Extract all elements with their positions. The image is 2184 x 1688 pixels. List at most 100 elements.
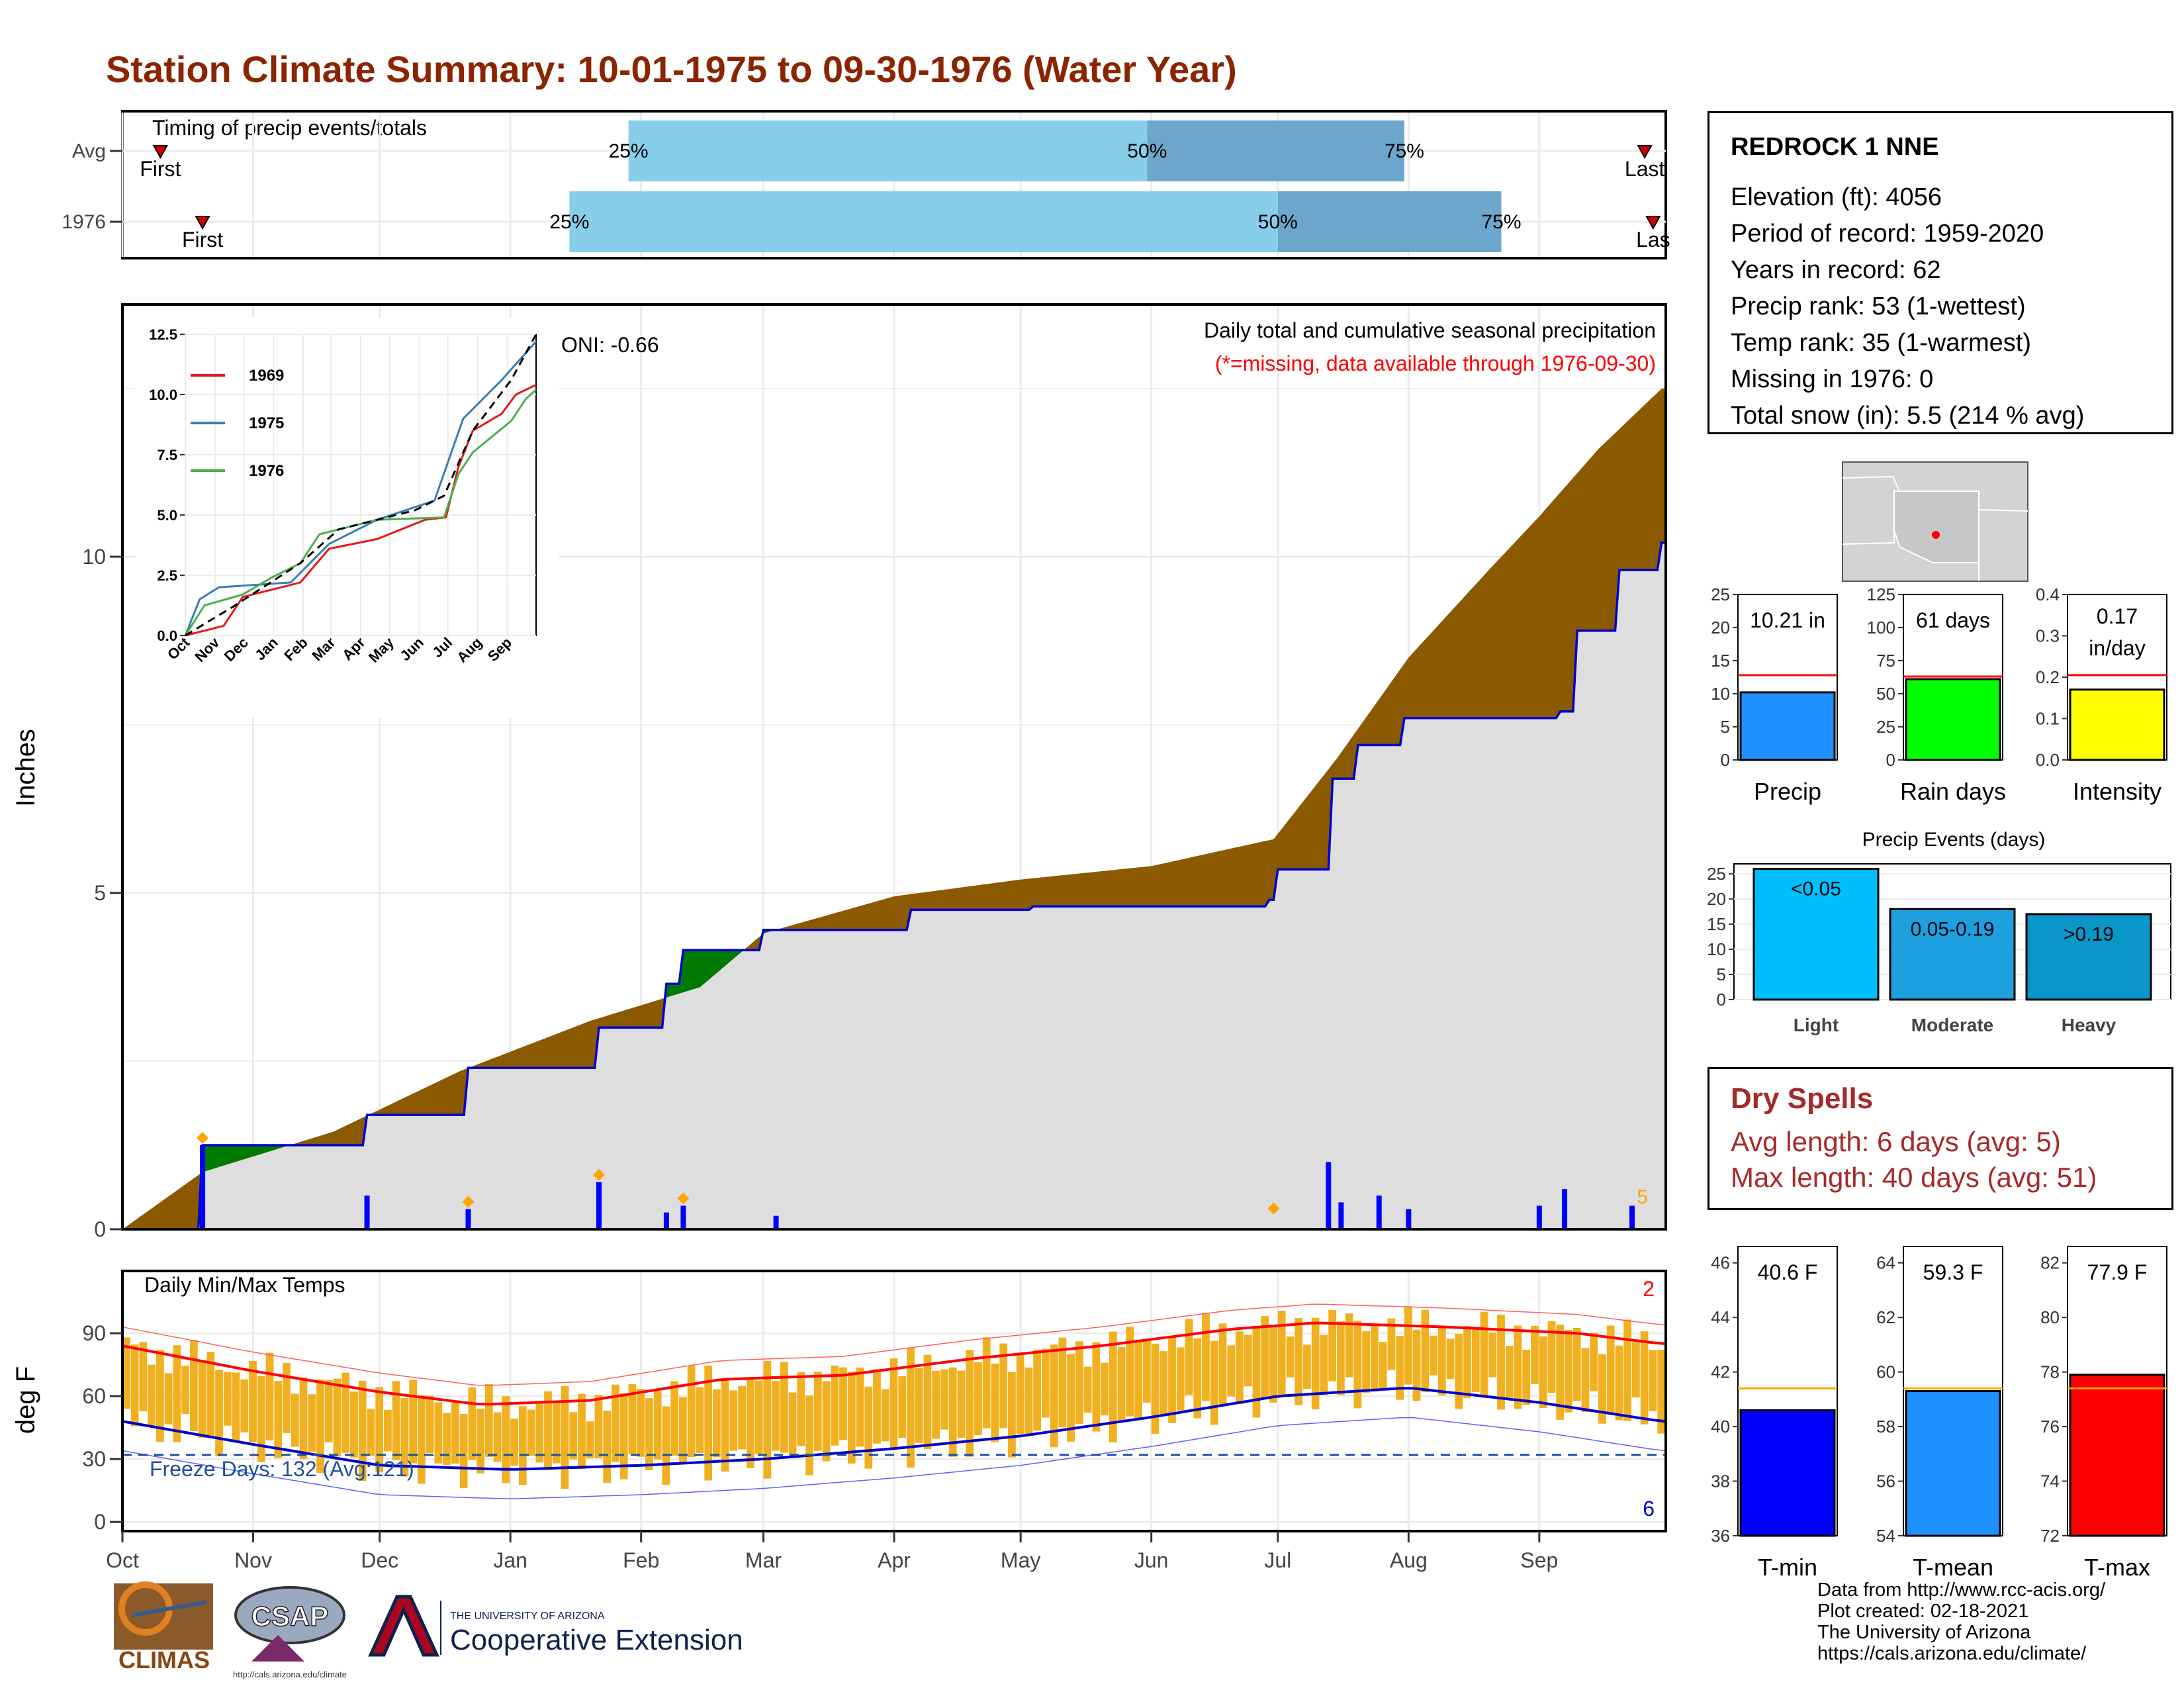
daily-temp-bar xyxy=(864,1386,873,1469)
daily-temp-bar xyxy=(822,1381,831,1462)
timing-pct-label: 50% xyxy=(1258,211,1298,233)
daily-temp-bar xyxy=(1463,1326,1471,1398)
last-label: Last xyxy=(1625,157,1665,181)
observed-cumulative-area xyxy=(122,542,1666,1230)
daily-temp-bar xyxy=(991,1363,999,1442)
daily-temp-bar xyxy=(662,1406,670,1485)
daily-temp-bar xyxy=(704,1365,713,1481)
daily-temp-bar xyxy=(1252,1327,1261,1418)
avg-tmin-line xyxy=(122,1387,1666,1471)
temp-summary-value: 77.9 F xyxy=(2087,1260,2148,1284)
daily-temp-bar xyxy=(1531,1326,1539,1384)
daily-temp-bar xyxy=(518,1406,527,1485)
summary-ytick-label: 50 xyxy=(1876,684,1895,704)
daily-temp-bar xyxy=(1430,1335,1437,1376)
temp-ytick-label: 0 xyxy=(94,1510,106,1534)
precip-header: Daily total and cumulative seasonal prec… xyxy=(1204,318,1656,342)
daily-temp-bar xyxy=(1606,1325,1615,1415)
daily-temp-bar xyxy=(232,1372,240,1442)
summary-ytick-label: 0 xyxy=(1721,750,1730,770)
daily-temp-bar xyxy=(1033,1349,1042,1431)
ua-small-text: THE UNIVERSITY OF ARIZONA xyxy=(450,1611,605,1622)
daily-temp-bar xyxy=(392,1381,400,1460)
events-ytick-label: 5 xyxy=(1717,964,1726,984)
temp-summary-ytick-label: 80 xyxy=(2040,1307,2060,1327)
daily-temp-bar xyxy=(738,1385,746,1450)
daily-temp-bar xyxy=(1328,1310,1337,1382)
daily-temp-bar xyxy=(746,1377,754,1468)
last-marker-icon xyxy=(1637,145,1653,160)
temp-summary-ytick-label: 82 xyxy=(2040,1253,2060,1273)
temp-summary-ytick-label: 38 xyxy=(1711,1472,1730,1491)
freeze-days-label: Freeze Days: 132 (Avg:121) xyxy=(150,1457,414,1481)
daily-temp-bar xyxy=(881,1389,889,1442)
daily-temp-bar xyxy=(206,1352,215,1436)
daily-temp-bar xyxy=(274,1381,283,1458)
station-snow: Total snow (in): 5.5 (214 % avg) xyxy=(1731,402,2085,430)
daily-temp-bar xyxy=(535,1402,544,1463)
daily-temp-bar xyxy=(468,1387,477,1460)
summary-category-label: Intensity xyxy=(2073,778,2161,805)
daily-temp-bar xyxy=(434,1402,443,1464)
first-label: First xyxy=(140,157,181,181)
daily-temp-bar xyxy=(1649,1350,1657,1411)
daily-temp-bar xyxy=(578,1393,586,1470)
daily-temp-bar xyxy=(181,1366,189,1415)
record-low-line xyxy=(122,1417,1666,1499)
event-bar-label: >0.19 xyxy=(2064,923,2114,945)
month-label: Aug xyxy=(1390,1548,1428,1572)
temp-summary-bar xyxy=(1739,1409,1836,1537)
events-ytick-label: 25 xyxy=(1707,864,1726,884)
temp-summary-ytick-label: 64 xyxy=(1876,1253,1895,1273)
daily-temp-bar xyxy=(148,1364,156,1426)
daily-temp-bar xyxy=(940,1369,948,1430)
temp-ylabel: deg F xyxy=(11,1366,40,1434)
daily-temp-bar xyxy=(763,1361,772,1479)
daily-temp-bar xyxy=(426,1395,434,1454)
temp-summary-ytick-label: 74 xyxy=(2040,1472,2060,1491)
daily-temp-bar xyxy=(813,1372,822,1451)
daily-temp-bar xyxy=(1615,1345,1623,1421)
credit-line: The University of Arizona xyxy=(1817,1622,2031,1643)
daily-temp-bar xyxy=(687,1366,696,1458)
daily-temp-bar xyxy=(1404,1306,1412,1385)
summary-ytick-label: 0.3 xyxy=(2036,626,2060,646)
daily-temp-bar xyxy=(729,1390,738,1451)
summary-ytick-label: 5 xyxy=(1721,717,1730,737)
temp-ytick-label: 90 xyxy=(82,1321,106,1345)
month-label: Feb xyxy=(623,1548,659,1572)
daily-temp-bar xyxy=(1227,1345,1236,1397)
daily-temp-bar xyxy=(164,1373,173,1425)
daily-temp-bar xyxy=(299,1377,308,1459)
summary-ytick-label: 0.1 xyxy=(2036,709,2060,729)
events-ytick-label: 20 xyxy=(1707,889,1726,909)
daily-temp-bar xyxy=(1514,1325,1522,1409)
temp-summary-ytick-label: 42 xyxy=(1711,1362,1730,1382)
temp-summary-ytick-label: 46 xyxy=(1711,1253,1730,1273)
daily-temp-bar xyxy=(375,1387,384,1473)
station-precip-rank: Precip rank: 53 (1-wettest) xyxy=(1731,293,2026,320)
daily-temp-bar xyxy=(249,1360,257,1442)
timing-row-label: 1976 xyxy=(62,211,106,233)
daily-temp-bar xyxy=(341,1372,350,1453)
summary-ytick-label: 10 xyxy=(1711,684,1730,704)
temp-ytick-label: 60 xyxy=(82,1384,106,1408)
daily-temp-bar xyxy=(367,1409,375,1456)
timing-pct-label: 50% xyxy=(1127,140,1167,162)
inset-legend-label: 1976 xyxy=(249,462,284,480)
daily-temp-bar xyxy=(173,1345,181,1442)
month-label: Apr xyxy=(878,1548,911,1572)
daily-temp-bar xyxy=(1345,1313,1353,1378)
inset-legend-label: 1969 xyxy=(249,367,284,385)
events-ytick-label: 10 xyxy=(1707,939,1726,959)
event-category-label: Heavy xyxy=(2062,1015,2116,1035)
daily-precip-bar xyxy=(596,1182,602,1229)
csap-url: http://cals.arizona.edu/climate xyxy=(233,1669,347,1679)
csap-logo-text: CSAP xyxy=(251,1601,329,1632)
temp-count-bottom: 6 xyxy=(1643,1497,1655,1521)
station-marker xyxy=(1932,531,1940,539)
daily-temp-bar xyxy=(1244,1335,1252,1387)
daily-temp-bar xyxy=(1160,1351,1168,1415)
daily-temp-bar xyxy=(999,1343,1008,1429)
summary-ytick-label: 0.4 xyxy=(2036,585,2060,604)
